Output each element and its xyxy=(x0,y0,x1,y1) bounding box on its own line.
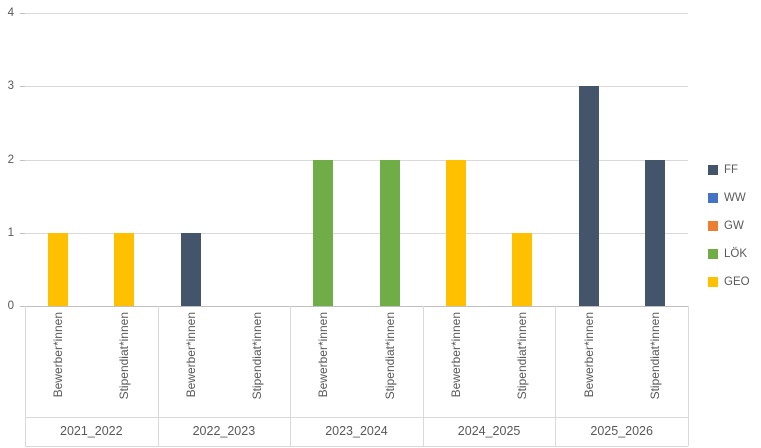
category-divider-line xyxy=(422,306,424,446)
category-label: 2021_2022 xyxy=(60,424,123,438)
legend-label: WW xyxy=(724,192,746,204)
subcategory-label: Stipendiat*innen xyxy=(515,312,530,400)
y-axis-tick-mark xyxy=(20,306,25,307)
legend-color-swatch xyxy=(708,165,718,175)
subcategory-label: Stipendiat*innen xyxy=(117,312,132,400)
legend-color-swatch xyxy=(708,249,718,259)
y-axis-tick-mark xyxy=(20,86,25,88)
category-divider-line xyxy=(555,306,557,446)
subcategory-label: Stipendiat*innen xyxy=(382,312,397,400)
category-label: 2025_2026 xyxy=(590,424,653,438)
category-label: 2024_2025 xyxy=(457,424,521,438)
category-label: 2023_2024 xyxy=(325,424,388,438)
subcategory-label: Stipendiat*innen xyxy=(647,312,662,400)
category-divider-line xyxy=(25,306,26,446)
bar-2025_2026-stipendiat[interactable] xyxy=(644,159,665,306)
category-divider-line xyxy=(157,306,159,446)
y-axis-tick-label: 2 xyxy=(7,153,14,166)
legend-item-ww[interactable]: WW xyxy=(708,184,750,212)
legend-item-lk[interactable]: LÖK xyxy=(708,240,750,268)
legend-color-swatch xyxy=(708,221,718,231)
subcategory-label: Bewerber*innen xyxy=(51,312,66,398)
subcategory-label: Bewerber*innen xyxy=(316,312,331,398)
legend-label: FF xyxy=(724,164,739,176)
legend-label: GEO xyxy=(724,276,750,288)
bar-2022_2023-bewerber[interactable] xyxy=(180,232,201,306)
legend: FF WW GW LÖK GEO xyxy=(708,156,750,296)
y-axis-tick-label: 1 xyxy=(7,226,14,239)
legend-item-ff[interactable]: FF xyxy=(708,156,750,184)
subcategory-label: Bewerber*innen xyxy=(448,312,463,398)
legend-item-gw[interactable]: GW xyxy=(708,212,750,240)
bar-2024_2025-bewerber[interactable] xyxy=(445,159,466,306)
gridline xyxy=(25,159,688,161)
category-divider-line xyxy=(290,306,292,446)
bar-2023_2024-bewerber[interactable] xyxy=(313,159,334,306)
bar-2023_2024-stipendiat[interactable] xyxy=(379,159,400,306)
category-tier-separator-line xyxy=(25,417,688,418)
category-axis-bottom-line xyxy=(25,446,688,447)
y-axis-tick-label: 4 xyxy=(7,7,14,19)
x-axis-line xyxy=(25,306,688,307)
bar-2025_2026-bewerber[interactable] xyxy=(578,86,599,306)
subcategory-label: Bewerber*innen xyxy=(183,312,198,398)
bar-2021_2022-bewerber[interactable] xyxy=(48,232,69,306)
y-axis-tick-mark xyxy=(20,159,25,161)
y-axis-tick-mark xyxy=(20,232,25,234)
category-label: 2022_2023 xyxy=(192,424,256,438)
legend-color-swatch xyxy=(708,277,718,287)
category-divider-line xyxy=(688,306,689,446)
legend-label: LÖK xyxy=(724,248,748,260)
bar-2021_2022-stipendiat[interactable] xyxy=(114,232,135,306)
gridline xyxy=(25,13,688,14)
legend-label: GW xyxy=(724,220,744,232)
subcategory-label: Stipendiat*innen xyxy=(250,312,265,400)
gridline xyxy=(25,232,688,234)
legend-item-geo[interactable]: GEO xyxy=(708,268,750,296)
bar-2024_2025-stipendiat[interactable] xyxy=(512,232,533,306)
y-axis-tick-mark xyxy=(20,13,25,14)
subcategory-label: Bewerber*innen xyxy=(581,312,596,398)
gridline xyxy=(25,86,688,88)
legend-color-swatch xyxy=(708,193,718,203)
y-axis-tick-label: 0 xyxy=(7,300,14,312)
y-axis-tick-label: 3 xyxy=(7,80,14,93)
